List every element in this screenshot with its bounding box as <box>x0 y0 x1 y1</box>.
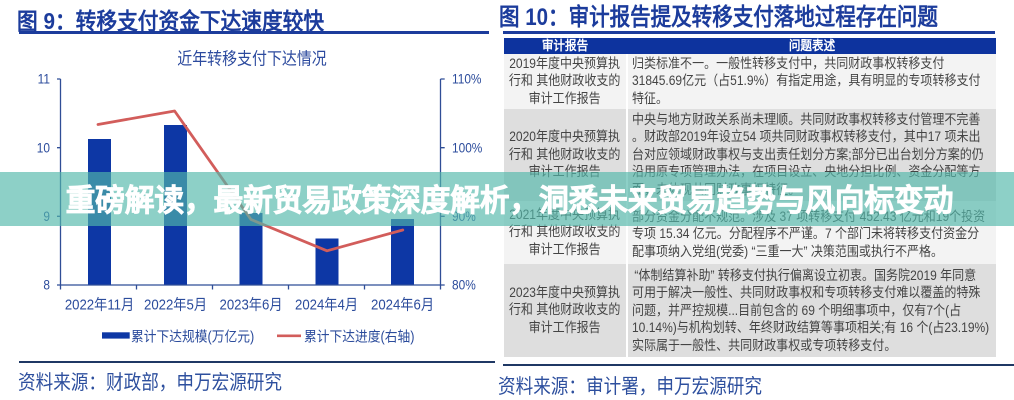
svg-text:2024年4月: 2024年4月 <box>295 296 358 313</box>
svg-text:2022年11月: 2022年11月 <box>65 296 134 313</box>
svg-text:2022年5月: 2022年5月 <box>144 296 207 313</box>
svg-text:近年转移支付下达情况: 近年转移支付下达情况 <box>177 50 326 69</box>
svg-text:2024年6月: 2024年6月 <box>371 296 434 313</box>
svg-text:11: 11 <box>38 71 50 87</box>
svg-text:100%: 100% <box>452 140 482 156</box>
svg-text:80%: 80% <box>452 277 476 293</box>
svg-text:8: 8 <box>43 277 50 293</box>
svg-text:累计下达进度(右轴): 累计下达进度(右轴) <box>304 329 414 345</box>
svg-text:110%: 110% <box>452 71 481 87</box>
svg-text:2023年6月: 2023年6月 <box>219 296 282 313</box>
svg-text:累计下达规模(万亿元): 累计下达规模(万亿元) <box>131 329 254 345</box>
svg-text:10: 10 <box>37 140 50 156</box>
